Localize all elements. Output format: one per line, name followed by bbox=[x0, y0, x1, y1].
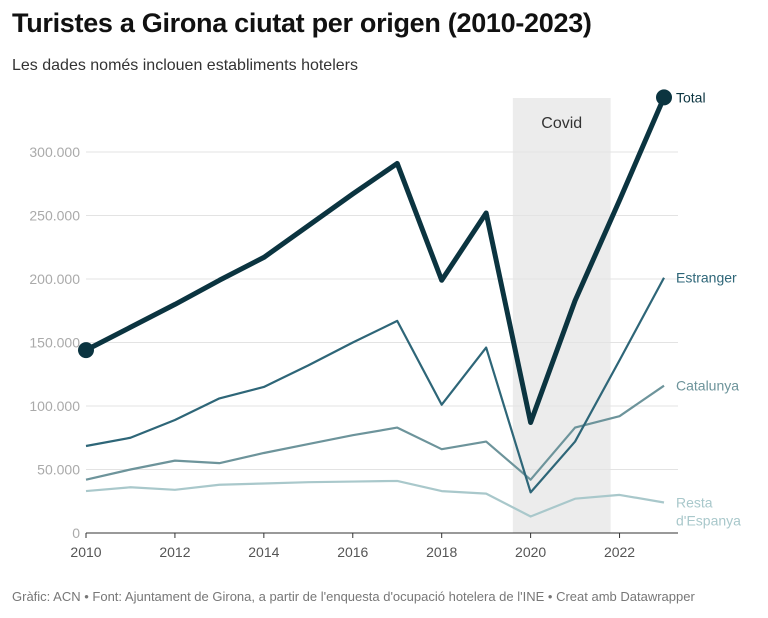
series-endpoint-end bbox=[656, 89, 672, 106]
x-tick-label: 2014 bbox=[248, 544, 279, 560]
series-line-catalunya bbox=[85, 384, 665, 481]
chart-subtitle: Les dades només inclouen establiments ho… bbox=[12, 57, 358, 74]
series-line-estranger bbox=[85, 277, 665, 494]
x-tick-label: 2018 bbox=[426, 544, 457, 560]
y-tick-label: 200.000 bbox=[29, 271, 80, 287]
y-tick-label: 150.000 bbox=[29, 335, 80, 351]
chart-title: Turistes a Girona ciutat per origen (201… bbox=[12, 8, 592, 38]
x-tick-label: 2010 bbox=[70, 544, 101, 560]
x-tick-label: 2020 bbox=[515, 544, 546, 560]
y-tick-label: 250.000 bbox=[29, 208, 80, 224]
covid-label: Covid bbox=[541, 115, 582, 132]
series-line-total bbox=[84, 96, 667, 426]
series-label: Estranger bbox=[676, 270, 737, 286]
series-label: d'Espanya bbox=[676, 513, 741, 529]
x-tick-label: 2016 bbox=[337, 544, 368, 560]
series-label: Total bbox=[676, 89, 706, 105]
y-tick-label: 50.000 bbox=[37, 462, 80, 478]
series-endpoint-start bbox=[78, 342, 94, 359]
chart-footer: Gràfic: ACN • Font: Ajuntament de Girona… bbox=[12, 589, 695, 604]
series-line-resta-d-espanya bbox=[85, 479, 665, 518]
series-label: Catalunya bbox=[676, 378, 739, 394]
series-label: Resta bbox=[676, 495, 713, 511]
x-tick-label: 2022 bbox=[604, 544, 635, 560]
y-tick-label: 100.000 bbox=[29, 398, 80, 414]
y-tick-label: 0 bbox=[72, 525, 80, 541]
x-tick-label: 2012 bbox=[159, 544, 190, 560]
y-tick-label: 300.000 bbox=[29, 144, 80, 160]
covid-band bbox=[512, 98, 611, 533]
